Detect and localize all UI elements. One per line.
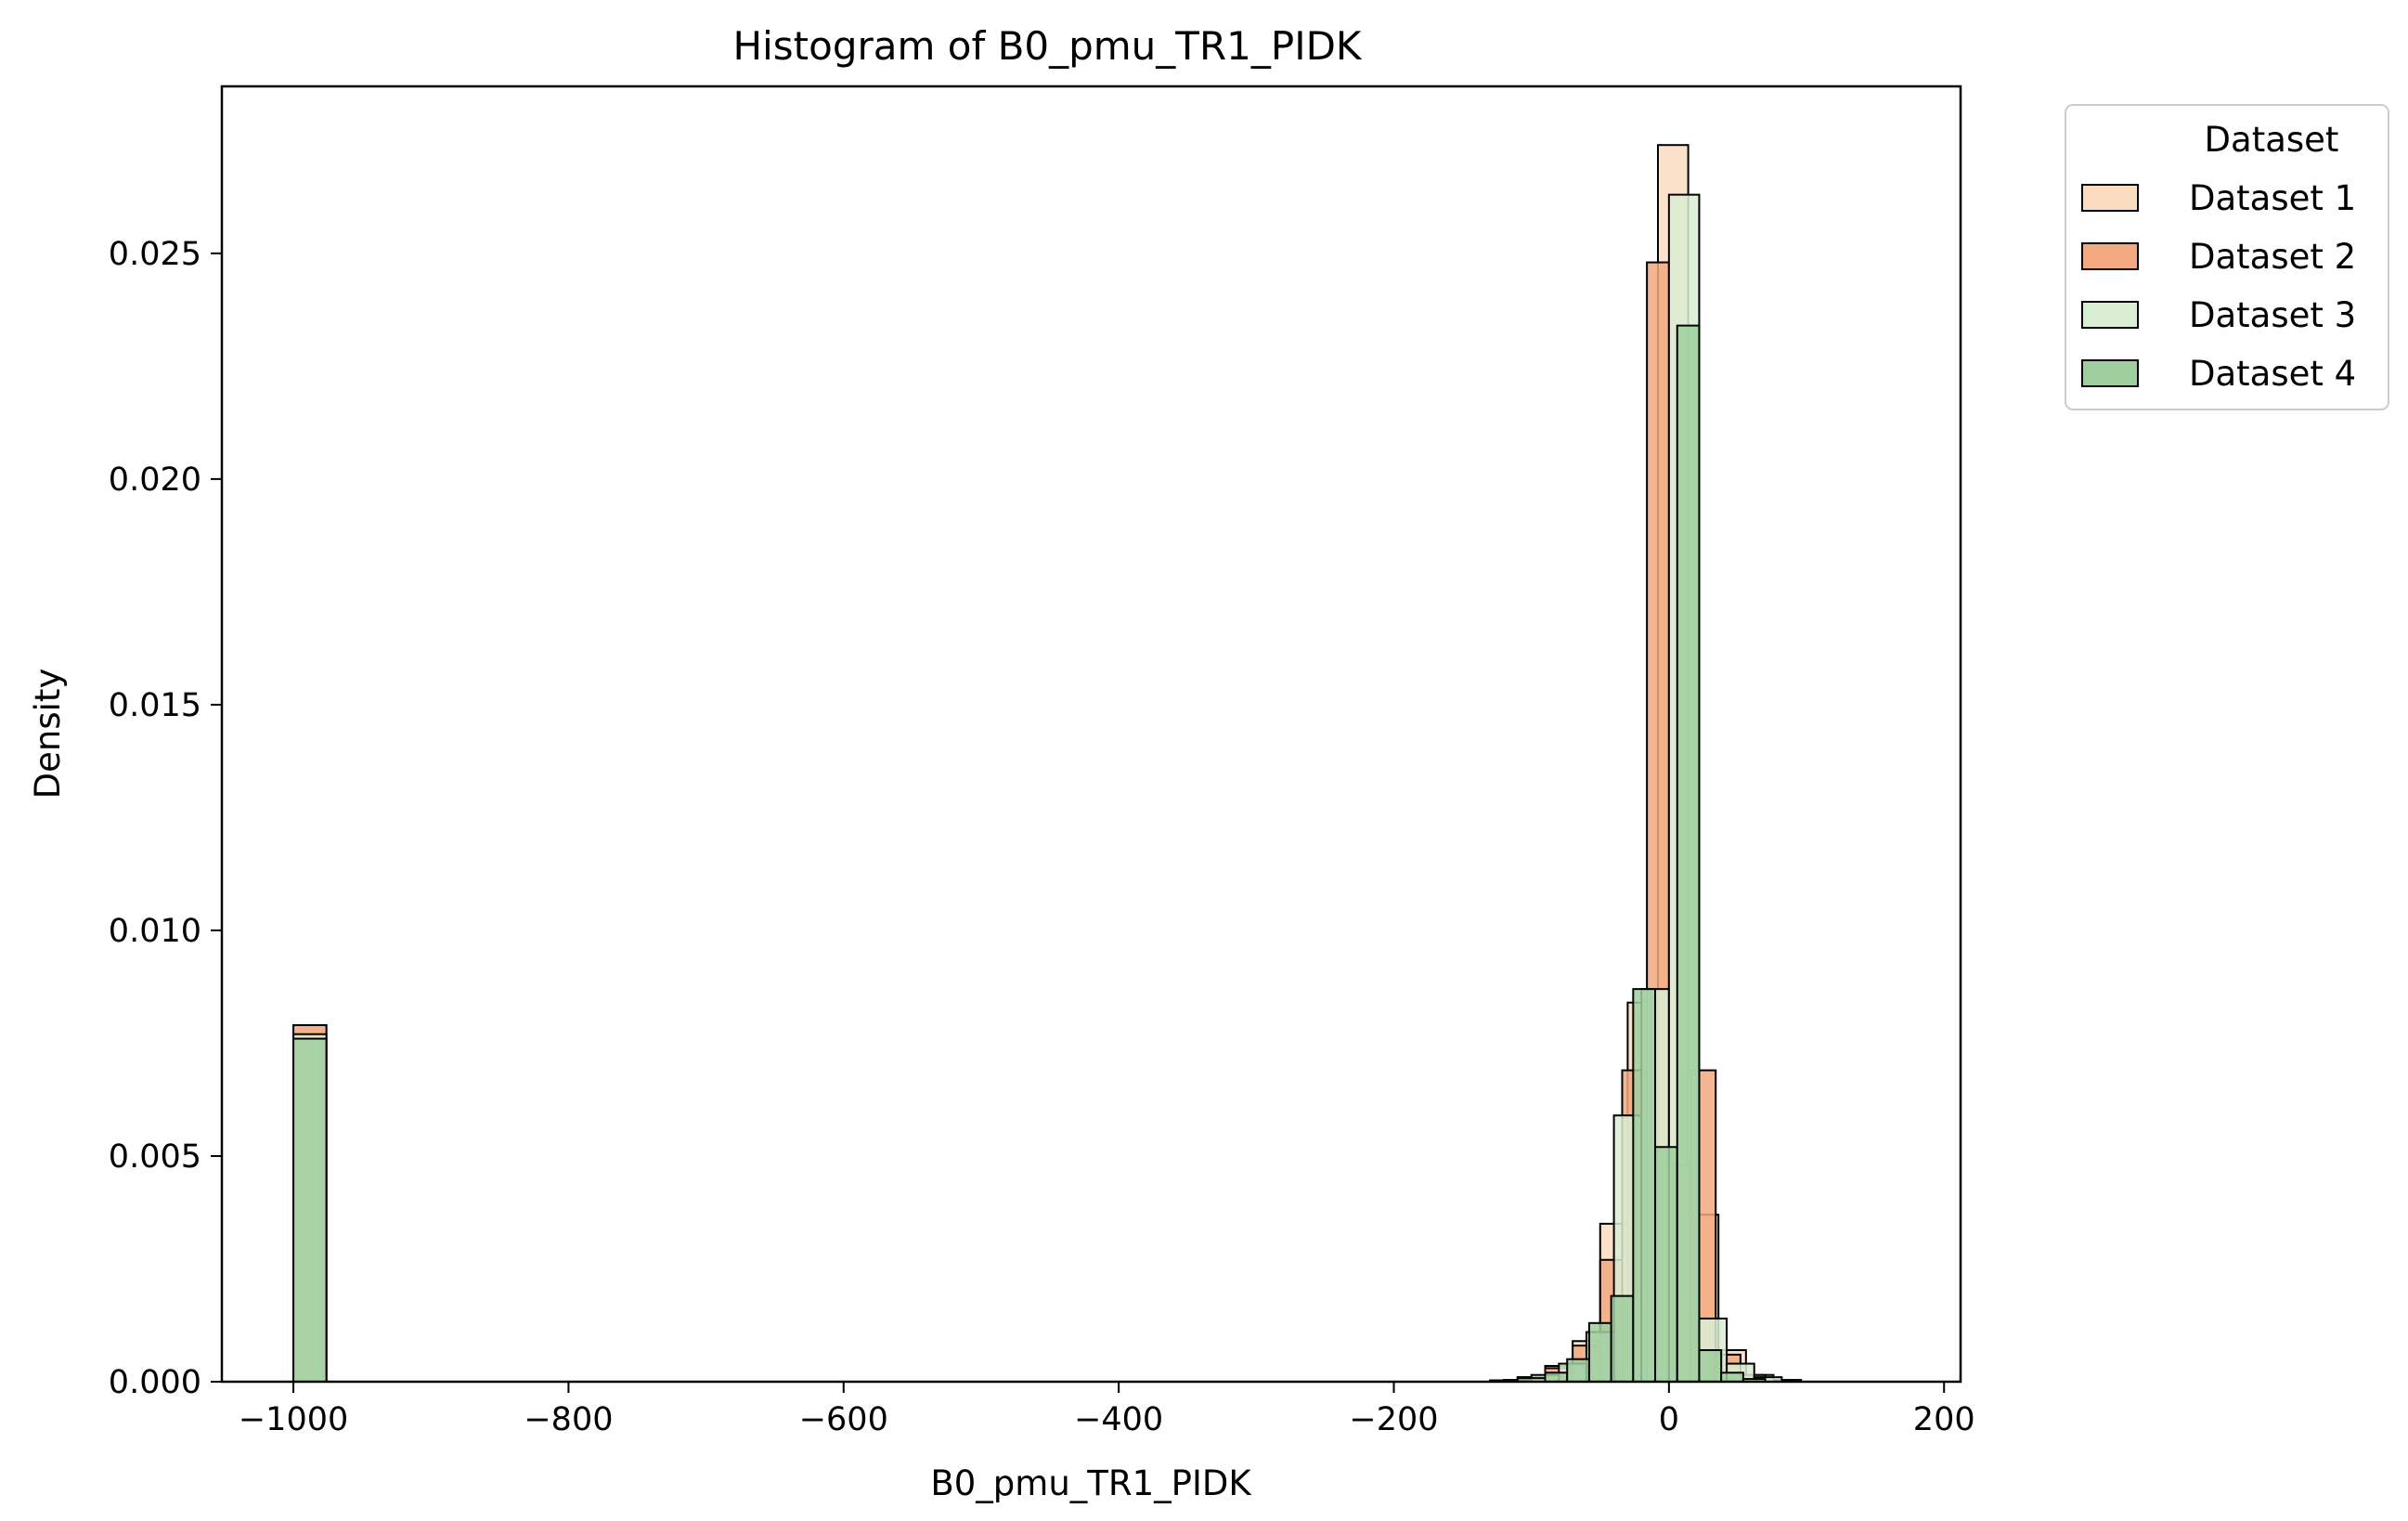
- x-tick-label: −600: [799, 1401, 888, 1438]
- y-axis-label: Density: [28, 669, 68, 800]
- legend-swatch: [2081, 184, 2139, 212]
- bars-layer: [292, 144, 1803, 1384]
- legend-box: [2065, 104, 2389, 410]
- legend-label: Dataset 1: [2189, 178, 2356, 218]
- x-tick-label: −200: [1349, 1401, 1438, 1438]
- histogram-bar: [1720, 1372, 1744, 1384]
- y-tick-label: 0.025: [109, 236, 201, 273]
- x-tick-label: 200: [1913, 1401, 1975, 1438]
- histogram-bar: [1587, 1321, 1612, 1384]
- legend-items: Dataset 1 Dataset 2 Dataset 3 Dataset 4: [2081, 178, 2356, 394]
- y-tick-label: 0.010: [109, 913, 201, 950]
- histogram-bar: [1632, 988, 1657, 1383]
- x-tick-label: −1000: [239, 1401, 348, 1438]
- y-tick-label: 0.015: [109, 687, 201, 724]
- x-axis-label: B0_pmu_TR1_PIDK: [930, 1463, 1252, 1503]
- legend-title: Dataset: [2205, 120, 2339, 160]
- legend-label: Dataset 4: [2189, 354, 2356, 394]
- ticks-layer: −1000 −800 −600 −400 −200 0 200 0.000 0.005 0.010…: [109, 236, 1975, 1438]
- y-tick-label: 0.020: [109, 462, 201, 499]
- plot-frame: [220, 84, 1962, 1384]
- histogram-bar: [1676, 324, 1701, 1383]
- y-tick-label: 0.005: [109, 1138, 201, 1176]
- legend-swatch: [2081, 359, 2139, 387]
- y-tick-label: 0.000: [109, 1364, 201, 1401]
- x-tick-label: 0: [1659, 1401, 1679, 1438]
- histogram-bar: [292, 1037, 328, 1383]
- histogram-bar: [1698, 1348, 1723, 1383]
- chart-title: Histogram of B0_pmu_TR1_PIDK: [733, 23, 1363, 69]
- histogram-bar: [1544, 1372, 1569, 1384]
- histogram-bar: [1654, 1146, 1678, 1383]
- legend-swatch: [2081, 242, 2139, 270]
- legend-label: Dataset 2: [2189, 237, 2356, 277]
- histogram-bar: [1566, 1358, 1590, 1383]
- legend-label: Dataset 3: [2189, 295, 2356, 335]
- histogram-bar: [1610, 1294, 1635, 1384]
- legend-swatch: [2081, 301, 2139, 329]
- x-tick-label: −800: [524, 1401, 613, 1438]
- x-tick-label: −400: [1074, 1401, 1163, 1438]
